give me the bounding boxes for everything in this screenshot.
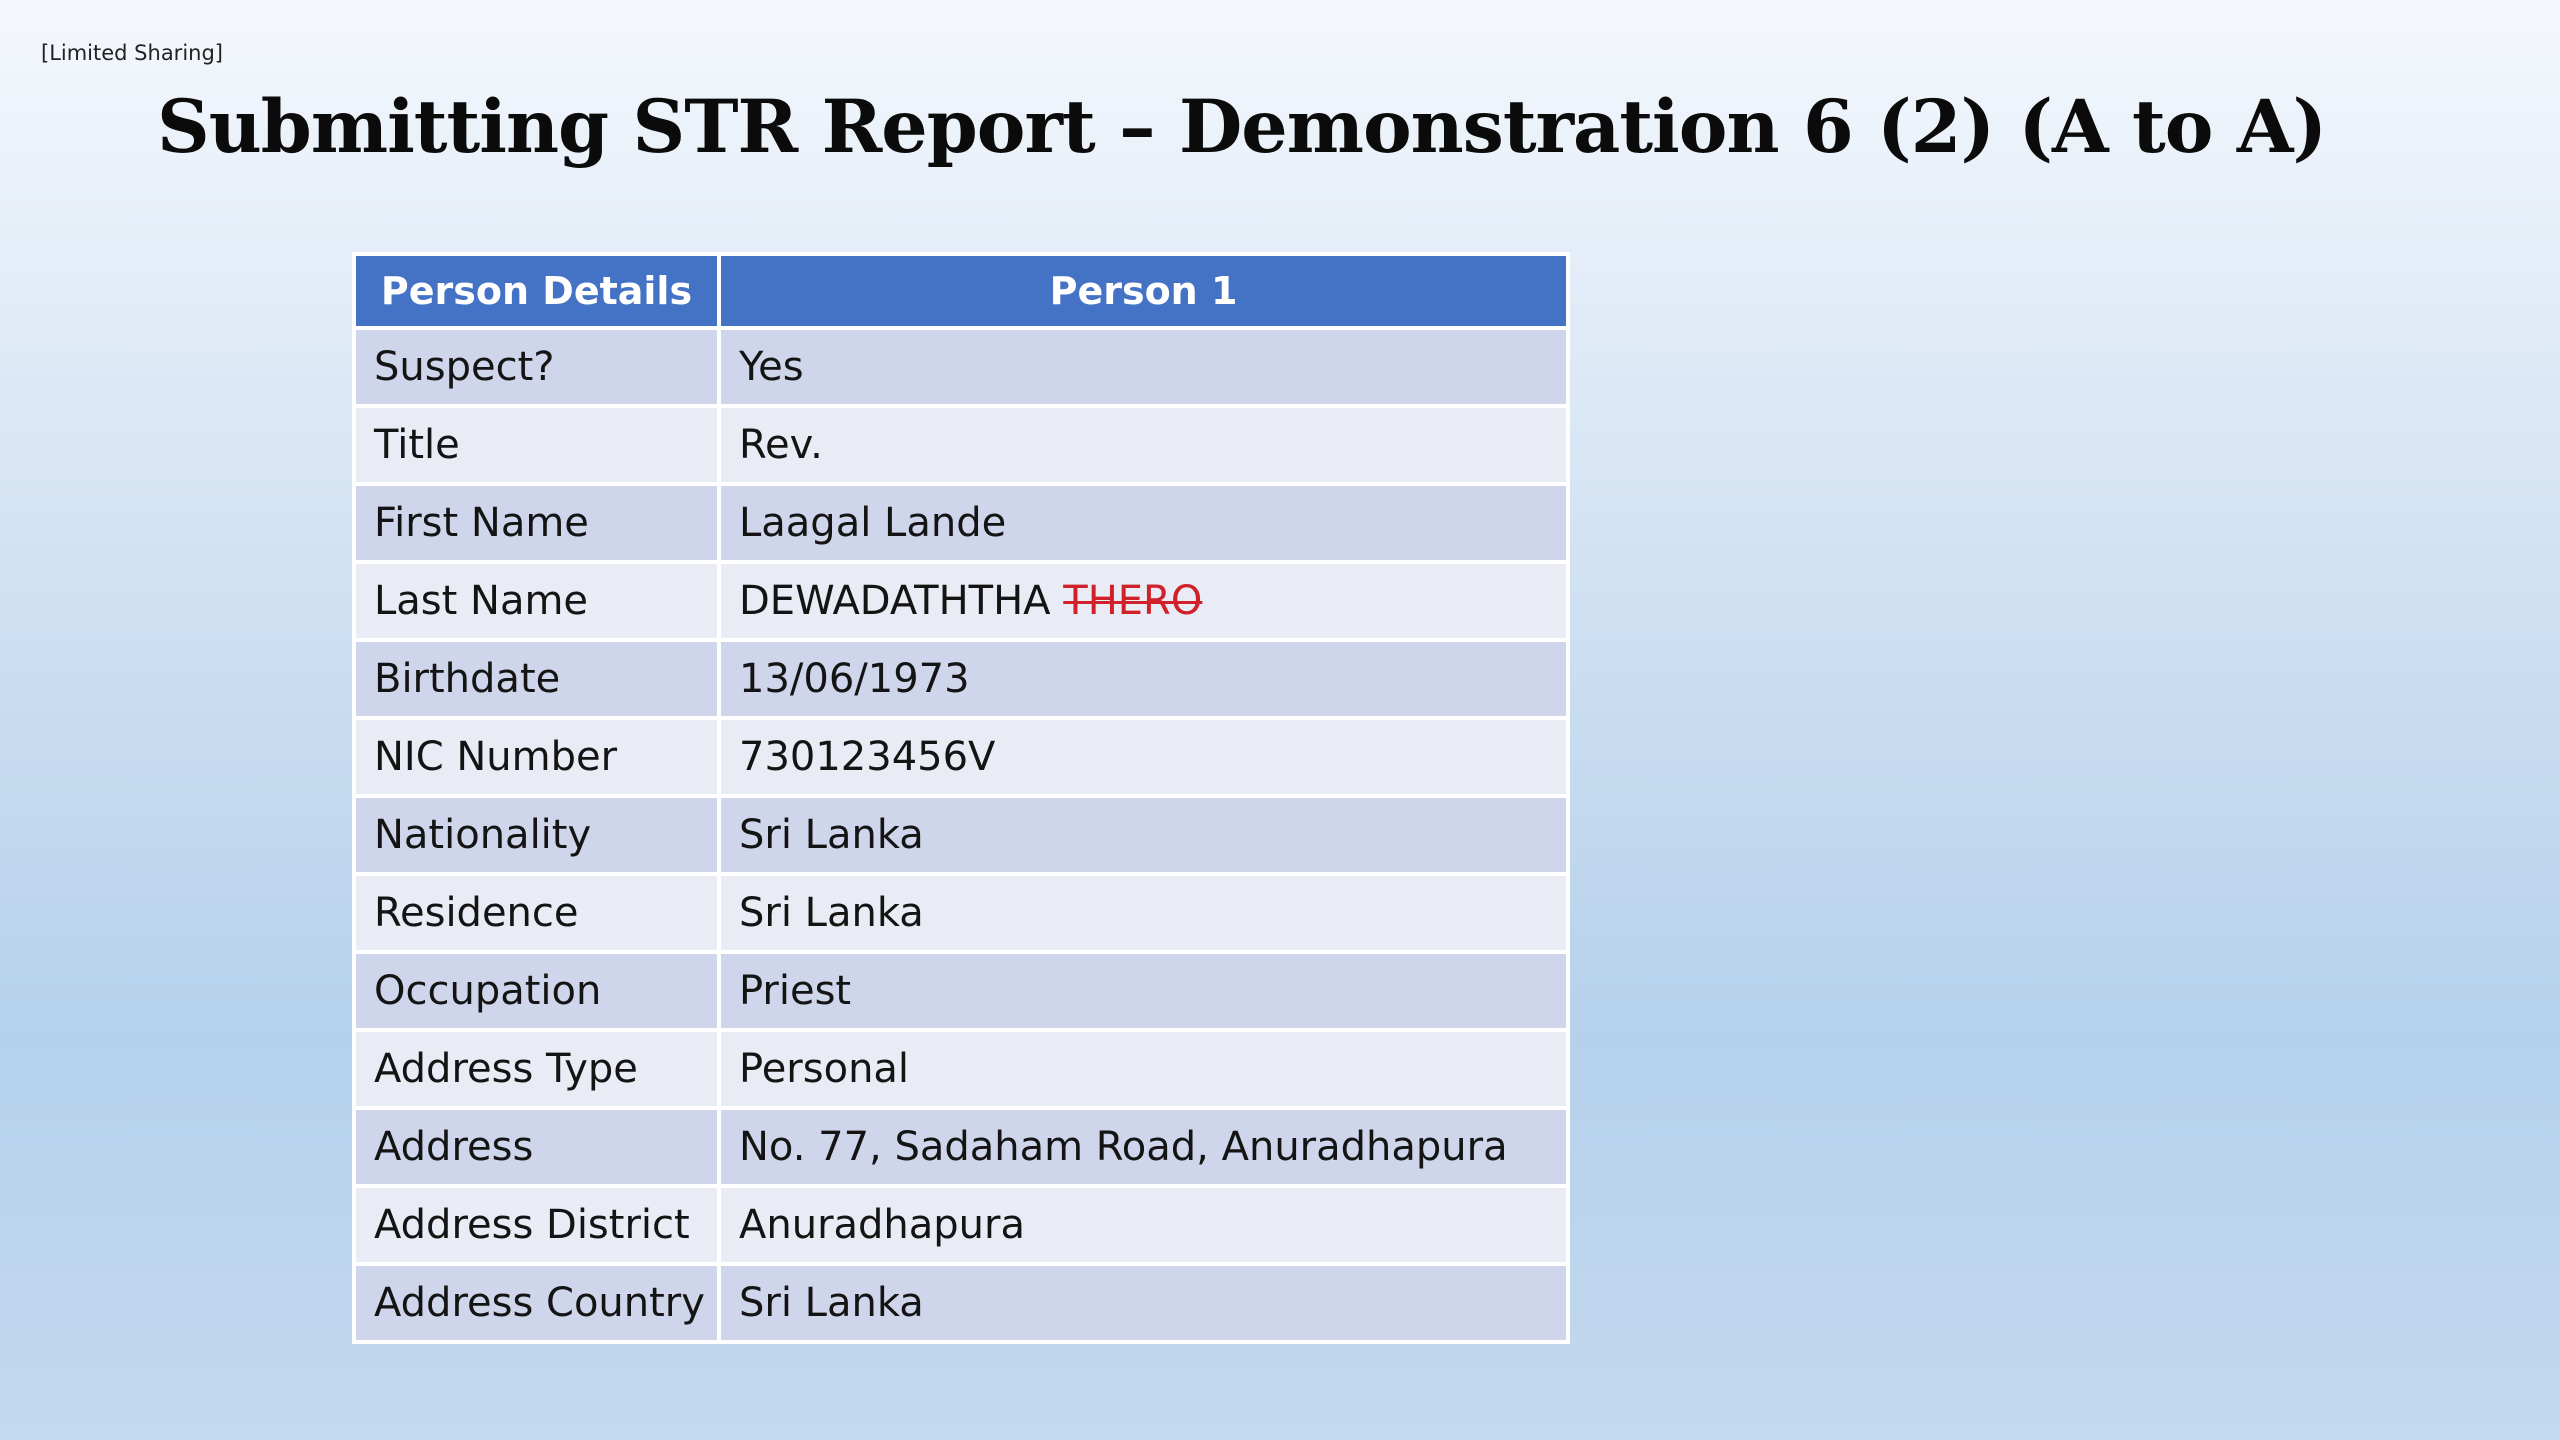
table-row: Suspect? Yes xyxy=(352,326,1570,408)
row-value: Yes xyxy=(717,326,1570,408)
row-value: Sri Lanka xyxy=(717,1262,1570,1344)
row-value: Sri Lanka xyxy=(717,872,1570,954)
row-label: NIC Number xyxy=(352,716,721,798)
row-label: Residence xyxy=(352,872,721,954)
row-value: Laagal Lande xyxy=(717,482,1570,564)
table-row: Residence Sri Lanka xyxy=(352,872,1570,954)
row-value: No. 77, Sadaham Road, Anuradhapura xyxy=(717,1106,1570,1188)
slide-title: Submitting STR Report – Demonstration 6 … xyxy=(157,84,2327,170)
table-row: Address Type Personal xyxy=(352,1028,1570,1110)
table-row: Birthdate 13/06/1973 xyxy=(352,638,1570,720)
table-row: Address Country Sri Lanka xyxy=(352,1262,1570,1344)
row-value: 730123456V xyxy=(717,716,1570,798)
table-row: Occupation Priest xyxy=(352,950,1570,1032)
table-row: Last Name DEWADATHTHA THERO xyxy=(352,560,1570,642)
table-row: Title Rev. xyxy=(352,404,1570,486)
row-label: Address Type xyxy=(352,1028,721,1110)
last-name-text: DEWADATHTHA xyxy=(739,578,1051,624)
row-label: Nationality xyxy=(352,794,721,876)
row-label: First Name xyxy=(352,482,721,564)
table-row: Address District Anuradhapura xyxy=(352,1184,1570,1266)
row-label: Occupation xyxy=(352,950,721,1032)
row-value: DEWADATHTHA THERO xyxy=(717,560,1570,642)
row-value: Rev. xyxy=(717,404,1570,486)
row-label: Last Name xyxy=(352,560,721,642)
limited-sharing-tag: [Limited Sharing] xyxy=(41,41,223,65)
row-value: Personal xyxy=(717,1028,1570,1110)
table-row: Address No. 77, Sadaham Road, Anuradhapu… xyxy=(352,1106,1570,1188)
table-row: First Name Laagal Lande xyxy=(352,482,1570,564)
struck-suffix-text: THERO xyxy=(1063,578,1203,624)
row-value: Anuradhapura xyxy=(717,1184,1570,1266)
row-label: Address Country xyxy=(352,1262,721,1344)
row-label: Birthdate xyxy=(352,638,721,720)
row-value: Sri Lanka xyxy=(717,794,1570,876)
row-value: Priest xyxy=(717,950,1570,1032)
row-label: Title xyxy=(352,404,721,486)
row-value: 13/06/1973 xyxy=(717,638,1570,720)
table-header-row: Person Details Person 1 xyxy=(352,252,1570,330)
row-label: Suspect? xyxy=(352,326,721,408)
row-label: Address District xyxy=(352,1184,721,1266)
table-row: NIC Number 730123456V xyxy=(352,716,1570,798)
person-details-table: Person Details Person 1 Suspect? Yes Tit… xyxy=(352,252,1570,1344)
table-row: Nationality Sri Lanka xyxy=(352,794,1570,876)
header-person-details: Person Details xyxy=(352,252,721,330)
header-person-1: Person 1 xyxy=(717,252,1570,330)
row-label: Address xyxy=(352,1106,721,1188)
